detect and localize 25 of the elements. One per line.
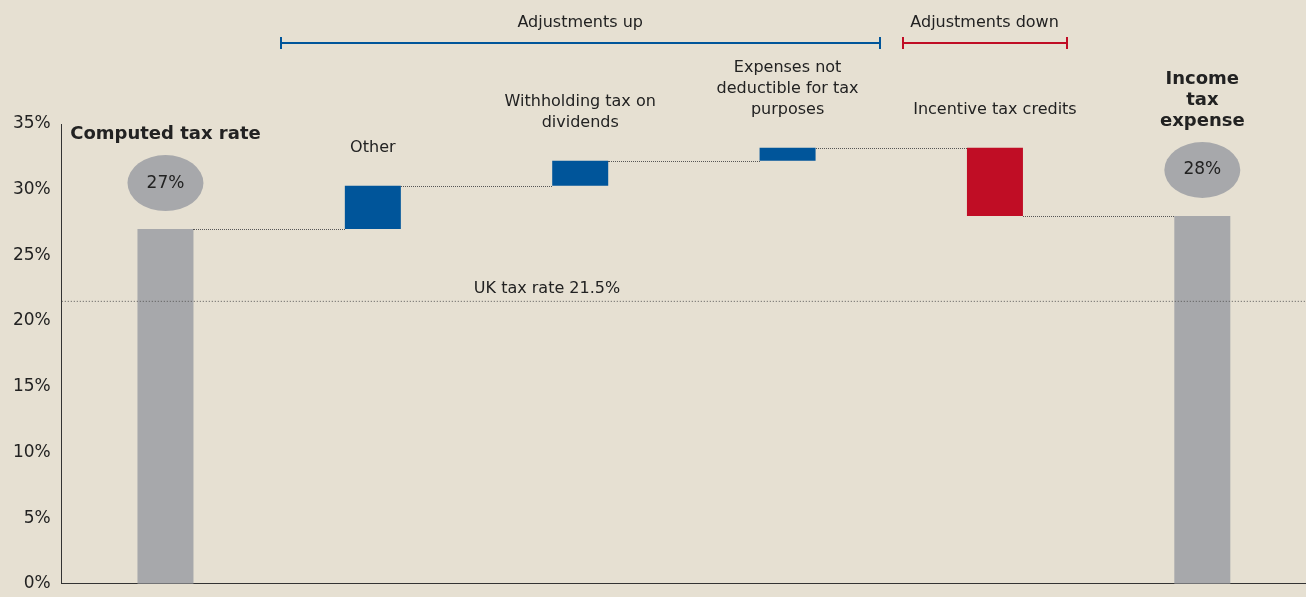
bar — [1174, 215, 1231, 584]
x-tick-label: Computed tax rate — [70, 121, 261, 143]
y-tick-label: 20% — [12, 309, 51, 330]
bar — [966, 147, 1023, 216]
y-tick-label: 35% — [12, 112, 51, 133]
data-label: 27% — [146, 171, 185, 192]
x-tick-label: Incentive tax credits — [913, 98, 1077, 118]
x-tick-label: Other — [350, 136, 396, 156]
text: Adjustments down — [909, 12, 1060, 31]
ref-line-label: UK tax rate 21.5% — [473, 277, 621, 297]
y-tick-label: 25% — [12, 243, 51, 264]
bar — [137, 229, 194, 584]
bar — [552, 160, 609, 186]
x-tick-label: Income tax expense — [1159, 66, 1245, 130]
bar — [344, 185, 401, 230]
bar — [759, 147, 816, 161]
data-label: 28% — [1183, 158, 1222, 179]
x-tick-label: Withholding tax on dividends — [504, 90, 656, 131]
text: Adjustments up — [516, 12, 644, 31]
y-tick-label: 0% — [23, 572, 51, 593]
y-tick-label: 10% — [12, 440, 51, 461]
x-tick-label: Expenses not deductible for tax purposes — [716, 56, 859, 118]
y-tick-label: 5% — [23, 506, 51, 527]
y-tick-label: 15% — [12, 375, 51, 396]
y-tick-label: 30% — [12, 178, 51, 199]
